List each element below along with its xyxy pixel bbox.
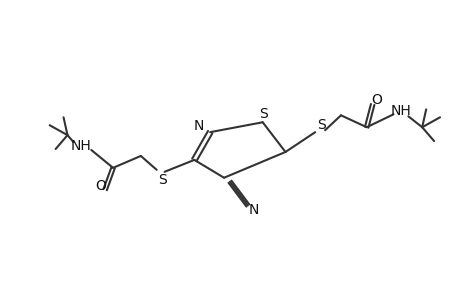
Text: S: S — [259, 107, 268, 121]
Text: N: N — [248, 203, 258, 218]
Text: N: N — [194, 119, 204, 133]
Text: S: S — [316, 118, 325, 132]
Text: O: O — [95, 179, 106, 193]
Text: NH: NH — [71, 139, 91, 153]
Text: S: S — [158, 173, 167, 187]
Text: NH: NH — [390, 104, 411, 118]
Text: O: O — [370, 94, 381, 107]
